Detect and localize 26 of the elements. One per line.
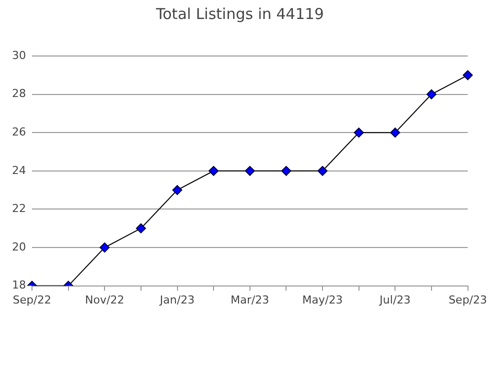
y-tick-label: 28: [12, 87, 26, 100]
point: [354, 128, 364, 138]
x-tick-label: Mar/23: [230, 293, 270, 306]
point: [390, 128, 400, 138]
y-tick-label: 30: [12, 48, 26, 62]
x-tick-label: Nov/22: [85, 293, 124, 306]
chart-title: Total Listings in 44119: [155, 4, 324, 23]
point: [318, 166, 328, 176]
point: [281, 166, 292, 176]
x-tick-label: Sep/23: [448, 293, 487, 306]
point: [244, 166, 255, 176]
x-tick-label: May/23: [302, 293, 343, 306]
x-tick-label: Sep/22: [12, 293, 52, 306]
y-tick-label: 26: [12, 125, 26, 138]
point: [208, 166, 219, 176]
point: [426, 89, 436, 100]
point: [462, 70, 473, 80]
point: [172, 185, 182, 196]
point: [136, 223, 146, 234]
point: [100, 242, 110, 252]
x-tick-label: Jul/23: [378, 293, 411, 306]
x-tick-label: Jan/23: [158, 293, 195, 306]
y-tick-label: 18: [12, 278, 26, 292]
y-tick-label: 20: [12, 240, 26, 254]
y-tick-label: 24: [12, 164, 26, 177]
y-tick-label: 22: [12, 202, 26, 216]
